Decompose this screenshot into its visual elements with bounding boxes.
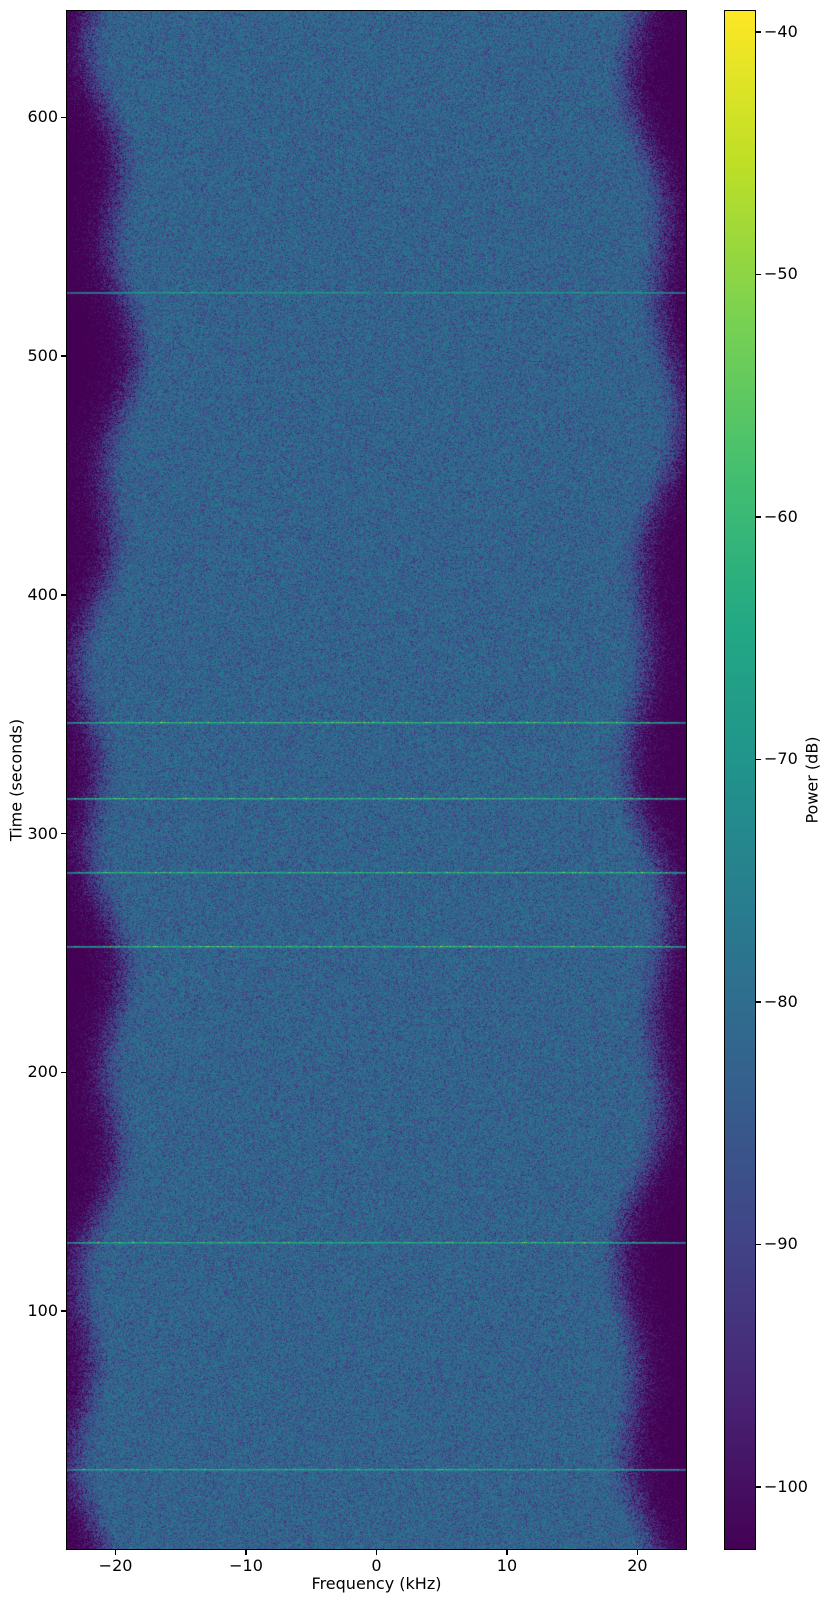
y-tick-label: 300: [27, 823, 58, 843]
colorbar-tick-label: −90: [764, 1234, 798, 1254]
x-tick-mark: [375, 1550, 378, 1555]
colorbar-tick-mark: [756, 1243, 761, 1246]
y-axis-label: Time (seconds): [6, 718, 26, 842]
colorbar-tick-label: −60: [764, 506, 798, 526]
x-tick-label: −20: [98, 1556, 133, 1575]
colorbar-tick-label: −80: [764, 991, 798, 1011]
colorbar-tick-label: −40: [764, 21, 798, 41]
y-tick-label: 500: [27, 346, 58, 366]
y-tick-label: 100: [27, 1301, 58, 1321]
colorbar-tick-mark: [756, 273, 761, 276]
colorbar-tick-label: −50: [764, 264, 798, 284]
x-tick-label: 0: [371, 1556, 382, 1575]
y-tick-label: 200: [27, 1062, 58, 1082]
colorbar-tick-mark: [756, 31, 761, 33]
y-tick-mark: [61, 594, 66, 596]
colorbar-tick-label: −70: [764, 749, 798, 769]
y-tick-label: 400: [27, 584, 58, 604]
x-tick-label: 10: [496, 1556, 518, 1575]
x-axis-label: Frequency (kHz): [311, 1574, 442, 1593]
x-tick-label: −10: [229, 1556, 263, 1575]
colorbar-tick-mark: [756, 1001, 761, 1003]
spectrogram-heatmap: [66, 10, 687, 1550]
colorbar-tick-mark: [756, 516, 761, 518]
colorbar-gradient: [724, 10, 756, 1550]
x-tick-mark: [636, 1550, 639, 1555]
x-tick-mark: [114, 1550, 117, 1555]
y-tick-mark: [61, 1071, 66, 1074]
colorbar-tick-label: −100: [764, 1476, 808, 1496]
x-tick-mark: [506, 1550, 508, 1555]
y-tick-mark: [61, 116, 66, 119]
y-tick-mark: [61, 355, 66, 357]
x-tick-mark: [245, 1550, 247, 1555]
colorbar-tick-mark: [756, 1486, 761, 1488]
y-tick-label: 600: [27, 107, 58, 127]
colorbar-label: Power (dB): [802, 736, 822, 824]
x-tick-label: 20: [627, 1556, 648, 1575]
y-tick-mark: [61, 1310, 66, 1312]
y-tick-mark: [61, 832, 66, 835]
colorbar-tick-mark: [756, 758, 761, 761]
